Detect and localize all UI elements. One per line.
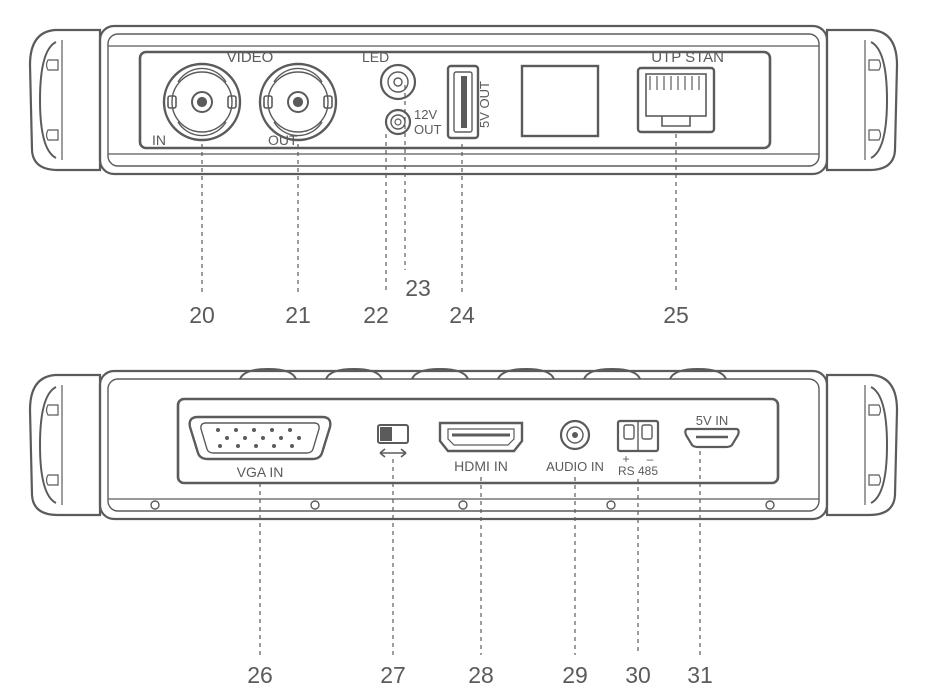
callout-30: 30 — [625, 662, 651, 689]
callout-28: 28 — [468, 662, 494, 689]
diagram-canvas: VIDEO IN OUT LED 12V OUT 5V OUT UTP STAN… — [0, 0, 927, 694]
top-callout-lines — [0, 10, 927, 330]
callout-27: 27 — [380, 662, 406, 689]
callout-22: 22 — [363, 302, 389, 329]
callout-23: 23 — [405, 275, 431, 302]
callout-21: 21 — [285, 302, 311, 329]
callout-20: 20 — [189, 302, 215, 329]
callout-29: 29 — [562, 662, 588, 689]
callout-26: 26 — [247, 662, 273, 689]
bottom-callout-lines — [0, 355, 927, 695]
callout-31: 31 — [687, 662, 713, 689]
callout-24: 24 — [449, 302, 475, 329]
callout-25: 25 — [663, 302, 689, 329]
